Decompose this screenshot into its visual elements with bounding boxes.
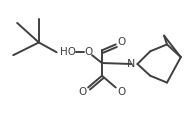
Text: O: O — [78, 87, 86, 97]
Text: O: O — [84, 47, 92, 57]
Text: O: O — [118, 38, 126, 47]
Text: O: O — [118, 87, 126, 97]
Text: HO: HO — [60, 47, 76, 57]
Text: N: N — [127, 59, 136, 69]
